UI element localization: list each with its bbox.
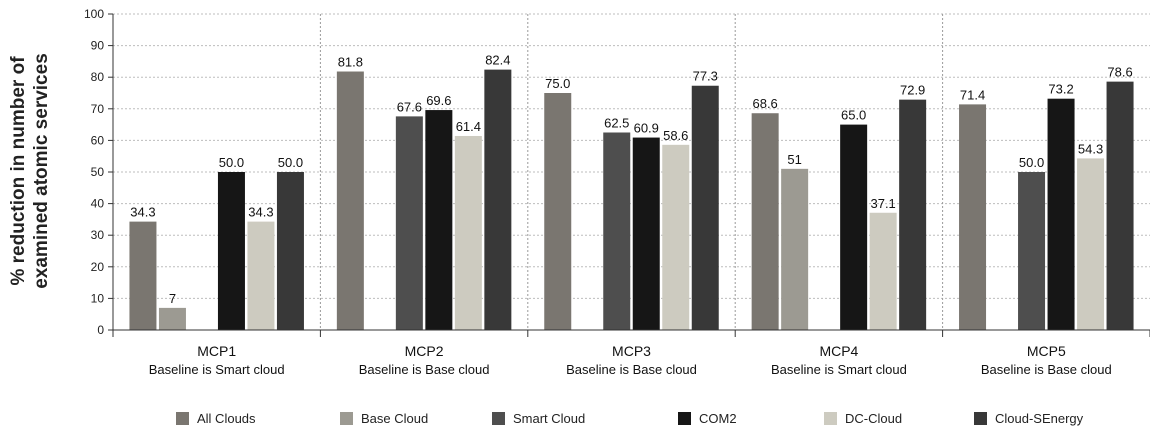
data-labels: 34.3 7 50.0 34.3 50.0 81.8 67.6 69.6 61.4 82.4 75.… [130, 53, 1132, 306]
legend-swatch [824, 412, 837, 425]
bar [869, 212, 897, 330]
y-tick-label: 70 [91, 102, 105, 116]
legend: All Clouds Base Cloud Smart Cloud COM2 DC-Cl… [176, 411, 1084, 426]
bar [781, 168, 809, 330]
bars [129, 69, 1134, 331]
bar [899, 99, 927, 330]
bar [217, 172, 245, 330]
bar [959, 104, 987, 330]
legend-label: DC-Cloud [845, 411, 902, 426]
data-label: 54.3 [1078, 141, 1103, 156]
legend-swatch [176, 412, 189, 425]
bar [454, 135, 482, 330]
legend-swatch [974, 412, 987, 425]
data-label: 78.6 [1107, 65, 1132, 80]
y-tick-label: 20 [91, 260, 105, 274]
bar [751, 113, 779, 330]
data-label: 50.0 [278, 155, 303, 170]
y-tick-label: 10 [91, 291, 105, 305]
bar [395, 116, 423, 330]
bar [840, 124, 868, 330]
bar [1047, 98, 1075, 330]
data-label: 81.8 [338, 55, 363, 70]
category-label: MCP5 [1027, 343, 1066, 359]
category-sublabel: Baseline is Base cloud [359, 362, 490, 377]
bar [1106, 81, 1134, 331]
bar [247, 221, 275, 330]
y-tick-label: 0 [97, 323, 104, 337]
y-tick-label: 60 [91, 133, 105, 147]
legend-swatch [678, 412, 691, 425]
bar [276, 172, 304, 330]
data-label: 34.3 [248, 205, 273, 220]
data-label: 82.4 [485, 53, 510, 68]
bar [1018, 172, 1046, 330]
y-axis-label-line-1: % reduction in number of [8, 56, 29, 286]
data-label: 73.2 [1048, 82, 1073, 97]
data-label: 58.6 [663, 128, 688, 143]
data-label: 69.6 [426, 93, 451, 108]
data-label: 51 [787, 152, 801, 167]
legend-label: Base Cloud [361, 411, 428, 426]
category-sublabel: Baseline is Smart cloud [771, 362, 907, 377]
data-label: 60.9 [634, 121, 659, 136]
bar [603, 132, 631, 330]
data-label: 65.0 [841, 108, 866, 123]
data-label: 50.0 [1019, 155, 1044, 170]
category-label: MCP3 [612, 343, 651, 359]
category-sublabel: Baseline is Base cloud [981, 362, 1112, 377]
bar [158, 307, 186, 330]
bar [484, 69, 512, 330]
category-label: MCP2 [405, 343, 444, 359]
bar [336, 71, 364, 331]
category-label: MCP1 [197, 343, 236, 359]
y-axis-label-line-2: examined atomic services [31, 53, 52, 289]
data-label: 50.0 [219, 155, 244, 170]
y-axis: 0 10 20 30 40 50 60 70 80 90 100 [84, 7, 114, 337]
data-label: 71.4 [960, 87, 985, 102]
data-label: 77.3 [693, 69, 718, 84]
data-label: 61.4 [456, 119, 481, 134]
y-tick-label: 40 [91, 197, 105, 211]
bar [691, 85, 719, 331]
bar [1077, 158, 1105, 330]
legend-label: COM2 [699, 411, 737, 426]
bar [129, 221, 157, 330]
legend-label: All Clouds [197, 411, 256, 426]
bar [425, 110, 453, 331]
x-axis: MCP1 Baseline is Smart cloud MCP2 Baseline … [112, 329, 1150, 377]
y-tick-label: 50 [91, 165, 105, 179]
legend-label: Cloud-SEnergy [995, 411, 1084, 426]
bar [632, 137, 660, 330]
data-label: 62.5 [604, 116, 629, 131]
bar [544, 93, 572, 330]
legend-swatch [492, 412, 505, 425]
legend-label: Smart Cloud [513, 411, 585, 426]
y-tick-label: 90 [91, 39, 105, 53]
category-label: MCP4 [819, 343, 858, 359]
category-sublabel: Baseline is Smart cloud [149, 362, 285, 377]
y-tick-label: 30 [91, 228, 105, 242]
category-sublabel: Baseline is Base cloud [566, 362, 697, 377]
y-tick-label: 100 [84, 7, 104, 21]
legend-swatch [340, 412, 353, 425]
data-label: 68.6 [752, 96, 777, 111]
bar [662, 144, 690, 330]
data-label: 67.6 [397, 99, 422, 114]
data-label: 72.9 [900, 83, 925, 98]
data-label: 75.0 [545, 76, 570, 91]
data-label: 7 [169, 291, 176, 306]
y-tick-label: 80 [91, 70, 105, 84]
data-label: 34.3 [130, 205, 155, 220]
data-label: 37.1 [870, 196, 895, 211]
